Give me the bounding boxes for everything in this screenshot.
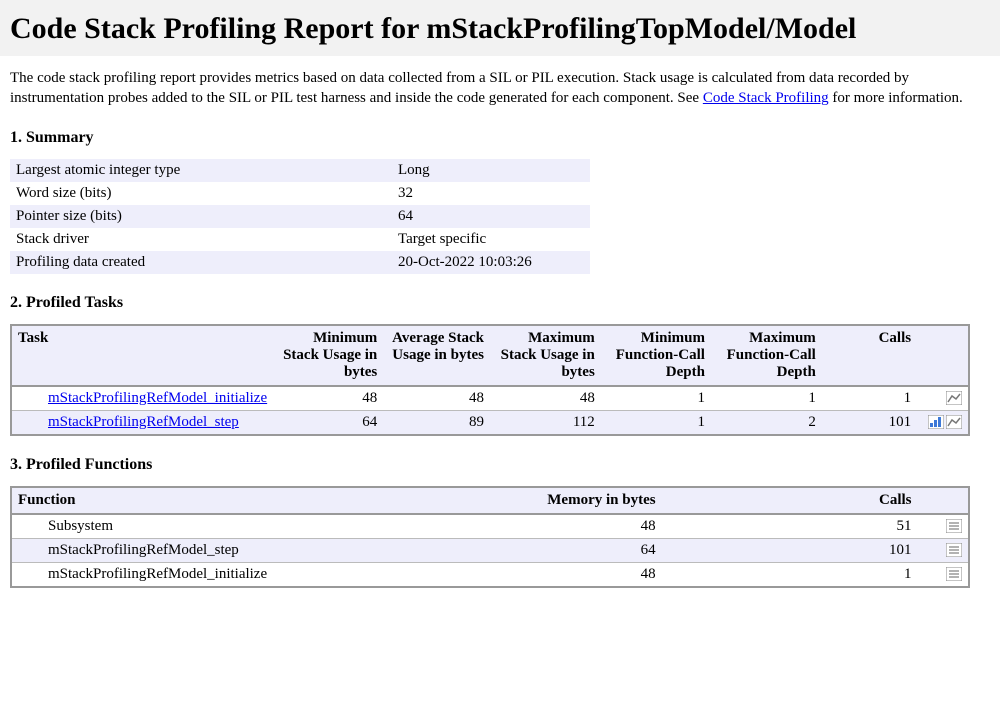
detail-list-icon[interactable] (946, 519, 962, 533)
summary-label: Profiling data created (10, 251, 392, 274)
col-min-depth: Minimum Function-Call Depth (601, 325, 711, 386)
table-row: mStackProfilingRefModel_initialize484848… (11, 386, 969, 411)
summary-label: Stack driver (10, 228, 392, 251)
summary-row: Profiling data created20-Oct-2022 10:03:… (10, 251, 590, 274)
cell-memory: 48 (413, 514, 661, 539)
col-ficons (918, 487, 969, 514)
col-icons (917, 325, 969, 386)
code-stack-profiling-link[interactable]: Code Stack Profiling (703, 90, 829, 106)
function-name: mStackProfilingRefModel_initialize (18, 566, 267, 582)
cell-min-stack: 48 (273, 386, 383, 411)
section-functions-title: 3. Profiled Functions (10, 456, 990, 474)
line-chart-icon[interactable] (946, 415, 962, 429)
summary-value: 64 (392, 205, 590, 228)
summary-row: Largest atomic integer typeLong (10, 159, 590, 182)
page-title: Code Stack Profiling Report for mStackPr… (10, 0, 990, 56)
section-tasks-title: 2. Profiled Tasks (10, 294, 990, 312)
summary-row: Stack driverTarget specific (10, 228, 590, 251)
tasks-table: Task Minimum Stack Usage in bytes Averag… (10, 324, 970, 436)
cell-min-depth: 1 (601, 410, 711, 435)
function-name: Subsystem (18, 518, 113, 534)
summary-label: Largest atomic integer type (10, 159, 392, 182)
summary-table: Largest atomic integer typeLongWord size… (10, 159, 590, 274)
summary-value: Target specific (392, 228, 590, 251)
task-link[interactable]: mStackProfilingRefModel_step (48, 414, 239, 430)
table-row: mStackProfilingRefModel_step 64101 (11, 538, 969, 562)
line-chart-icon[interactable] (946, 391, 962, 405)
col-memory: Memory in bytes (413, 487, 661, 514)
col-function: Function (11, 487, 413, 514)
cell-min-depth: 1 (601, 386, 711, 411)
intro-paragraph: The code stack profiling report provides… (10, 68, 990, 109)
summary-row: Word size (bits)32 (10, 182, 590, 205)
section-summary-title: 1. Summary (10, 129, 990, 147)
col-max-depth: Maximum Function-Call Depth (711, 325, 822, 386)
summary-value: 32 (392, 182, 590, 205)
summary-row: Pointer size (bits)64 (10, 205, 590, 228)
cell-avg-stack: 48 (383, 386, 490, 411)
col-fcalls: Calls (662, 487, 918, 514)
summary-label: Pointer size (bits) (10, 205, 392, 228)
col-task: Task (11, 325, 273, 386)
cell-min-stack: 64 (273, 410, 383, 435)
cell-avg-stack: 89 (383, 410, 490, 435)
col-max-stack: Maximum Stack Usage in bytes (490, 325, 601, 386)
function-name: mStackProfilingRefModel_step (18, 542, 239, 558)
functions-table: Function Memory in bytes Calls Subsystem… (10, 486, 970, 588)
detail-list-icon[interactable] (946, 543, 962, 557)
cell-max-depth: 2 (711, 410, 822, 435)
table-row: mStackProfilingRefModel_initialize 481 (11, 562, 969, 587)
col-avg-stack: Average Stack Usage in bytes (383, 325, 490, 386)
cell-memory: 64 (413, 538, 661, 562)
cell-fcalls: 51 (662, 514, 918, 539)
summary-value: 20-Oct-2022 10:03:26 (392, 251, 590, 274)
col-min-stack: Minimum Stack Usage in bytes (273, 325, 383, 386)
summary-value: Long (392, 159, 590, 182)
task-link[interactable]: mStackProfilingRefModel_initialize (48, 390, 267, 406)
table-row: Subsystem 4851 (11, 514, 969, 539)
bar-chart-icon[interactable] (928, 415, 944, 429)
col-calls: Calls (822, 325, 917, 386)
cell-max-stack: 112 (490, 410, 601, 435)
cell-calls: 101 (822, 410, 917, 435)
cell-calls: 1 (822, 386, 917, 411)
detail-list-icon[interactable] (946, 567, 962, 581)
cell-max-depth: 1 (711, 386, 822, 411)
cell-memory: 48 (413, 562, 661, 587)
summary-label: Word size (bits) (10, 182, 392, 205)
cell-max-stack: 48 (490, 386, 601, 411)
cell-fcalls: 1 (662, 562, 918, 587)
cell-fcalls: 101 (662, 538, 918, 562)
intro-text-after: for more information. (832, 90, 962, 106)
table-row: mStackProfilingRefModel_step 648911212101 (11, 410, 969, 435)
